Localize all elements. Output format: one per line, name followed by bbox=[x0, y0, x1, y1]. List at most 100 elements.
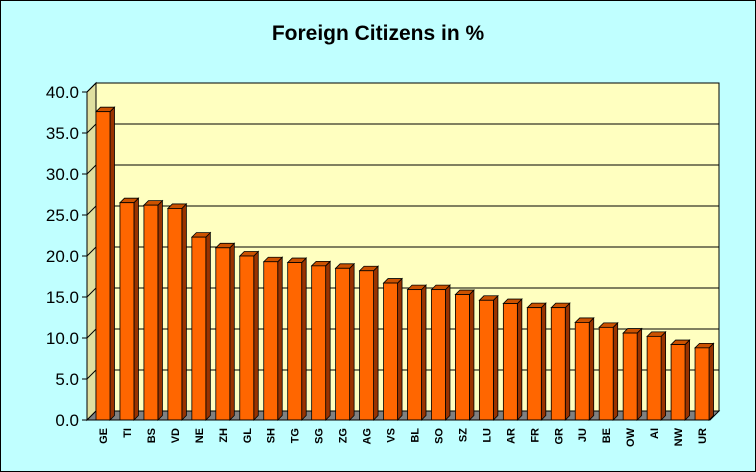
bar-front bbox=[215, 247, 231, 421]
x-tick-label: UR bbox=[697, 428, 709, 444]
bar-front bbox=[383, 282, 398, 421]
x-tick-label: SG bbox=[314, 428, 326, 444]
y-tick-label: 25.0 bbox=[46, 206, 79, 225]
bar-side bbox=[157, 199, 163, 421]
x-axis: GE TI BS VD NE ZH GL SH TG SG ZG AG VS BL SO SZ LU AR FR GR… bbox=[87, 419, 710, 447]
y-tick-label: 30.0 bbox=[46, 165, 79, 184]
bar-side bbox=[421, 284, 427, 421]
bar-front bbox=[263, 261, 279, 421]
y-tick-label: 5.0 bbox=[55, 370, 79, 389]
x-tick-label: GR bbox=[553, 428, 565, 445]
bar-side bbox=[229, 242, 235, 421]
gridline-side bbox=[86, 287, 97, 298]
bar-front bbox=[694, 347, 710, 421]
y-tick-label: 20.0 bbox=[46, 247, 79, 266]
bar-front bbox=[287, 262, 303, 421]
bar-side bbox=[277, 256, 283, 421]
bar-side bbox=[564, 302, 571, 421]
bar-side bbox=[301, 257, 307, 421]
bar bbox=[574, 316, 595, 421]
bar-side bbox=[109, 106, 115, 421]
bar bbox=[502, 298, 523, 421]
bar bbox=[478, 294, 499, 421]
bar bbox=[166, 202, 188, 421]
bar bbox=[406, 284, 427, 421]
x-tick-label: SZ bbox=[457, 428, 469, 442]
x-tick-label: LU bbox=[481, 428, 493, 443]
bar-side bbox=[469, 289, 475, 421]
x-tick-label: SH bbox=[266, 428, 278, 443]
bar bbox=[382, 277, 404, 421]
y-tick-label: 0.0 bbox=[55, 411, 79, 430]
x-tick-label: GE bbox=[98, 428, 110, 444]
bar-front bbox=[311, 265, 327, 421]
x-tick-label: SO bbox=[433, 428, 445, 444]
bar-side bbox=[181, 202, 187, 421]
bar-front bbox=[502, 303, 518, 421]
gridline-side bbox=[86, 328, 97, 339]
bar-side bbox=[397, 277, 403, 421]
x-tick-label: BL bbox=[410, 428, 422, 443]
bar bbox=[646, 330, 667, 421]
bar-side bbox=[540, 302, 547, 421]
x-tick-label: ZH bbox=[218, 428, 230, 443]
gridline-side bbox=[86, 369, 97, 380]
x-tick-label: NW bbox=[673, 427, 685, 446]
x-tick-label: GL bbox=[242, 428, 254, 444]
bar bbox=[430, 284, 451, 421]
y-tick-label: 35.0 bbox=[46, 124, 79, 143]
x-tick-label: JU bbox=[577, 428, 589, 442]
bar-front bbox=[359, 270, 374, 421]
bar bbox=[310, 260, 332, 421]
bar bbox=[334, 262, 356, 421]
bar-front bbox=[335, 267, 351, 421]
bar-front bbox=[526, 307, 542, 421]
x-tick-label: AI bbox=[649, 428, 661, 439]
bar bbox=[95, 106, 116, 421]
x-tick-label: TG bbox=[290, 428, 302, 443]
gridline-side bbox=[86, 123, 97, 134]
bar-front bbox=[598, 326, 614, 421]
bar bbox=[214, 242, 236, 421]
x-tick-label: AR bbox=[505, 428, 517, 444]
gridline-side bbox=[86, 164, 97, 175]
x-tick-label: NE bbox=[194, 428, 206, 443]
bar bbox=[622, 327, 643, 421]
bar-front bbox=[167, 208, 183, 421]
bar bbox=[358, 265, 380, 421]
bar-side bbox=[660, 330, 667, 421]
bar-side bbox=[492, 294, 499, 421]
x-tick-label: OW bbox=[625, 427, 637, 447]
bar-side bbox=[253, 250, 259, 421]
bar-side bbox=[205, 231, 211, 421]
bars bbox=[95, 106, 715, 421]
y-axis: 0.0 5.0 10.0 15.0 20.0 25.0 30.0 35.0 40.0 bbox=[46, 83, 88, 430]
bar-front bbox=[431, 289, 446, 421]
chart-title: Foreign Citizens in % bbox=[271, 22, 485, 45]
bar-side bbox=[612, 321, 619, 421]
y-tick-label: 15.0 bbox=[46, 288, 79, 307]
gridline-side bbox=[86, 246, 97, 257]
bar bbox=[190, 231, 212, 421]
bar-front bbox=[550, 307, 566, 421]
x-tick-label: TI bbox=[122, 428, 134, 438]
x-tick-label: VS bbox=[386, 428, 398, 443]
x-tick-label: FR bbox=[529, 428, 541, 443]
gridline-side bbox=[86, 82, 97, 93]
bar-side bbox=[516, 298, 523, 421]
bar-side bbox=[133, 197, 139, 421]
bar-side bbox=[349, 262, 355, 421]
y-tick-label: 40.0 bbox=[46, 83, 79, 102]
bar bbox=[454, 289, 475, 421]
bar-side bbox=[684, 339, 690, 421]
bar bbox=[238, 250, 260, 421]
x-tick-label: VD bbox=[170, 428, 182, 443]
bar-front bbox=[478, 299, 494, 421]
bar-front bbox=[455, 294, 470, 421]
bar-side bbox=[445, 284, 451, 421]
bar bbox=[550, 302, 571, 421]
bar-side bbox=[636, 327, 643, 421]
bar bbox=[694, 342, 715, 421]
bar-front bbox=[239, 255, 255, 421]
x-tick-label: BS bbox=[146, 428, 158, 443]
